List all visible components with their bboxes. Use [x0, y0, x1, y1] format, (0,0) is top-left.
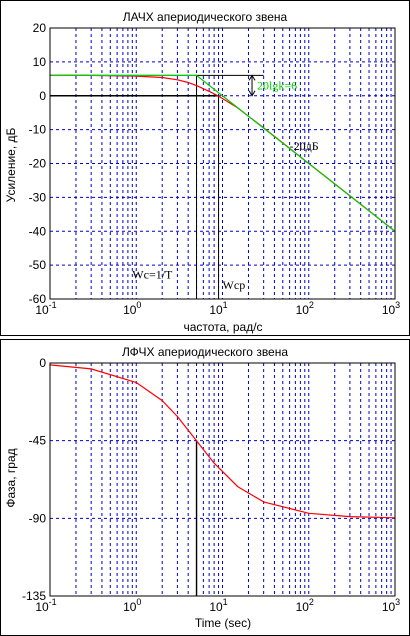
magnitude-ytick-label: -60: [29, 292, 47, 306]
phase-grid: [50, 363, 395, 596]
magnitude-plot-panel: 20 10 0 -10 -20 -30 -40 -50 -60 10-1 100 101 102 103 …: [0, 0, 410, 336]
phase-ytick-label: -135: [22, 589, 46, 603]
magnitude-grid: [50, 28, 395, 299]
phase-xtick-label: 101: [209, 597, 227, 614]
slope-annotation: -20дБ: [290, 139, 319, 153]
phase-xtick-label: 10-1: [35, 597, 56, 614]
magnitude-ytick-label: -10: [29, 123, 47, 137]
phase-ytick-label: 0: [39, 356, 46, 370]
phase-marks: [49, 364, 396, 596]
magnitude-ytick-label: -40: [29, 224, 47, 238]
magnitude-xtick-label: 101: [209, 300, 227, 317]
magnitude-xtick-label: 103: [382, 300, 400, 317]
corner-frequency-annotation: Wc=1/T: [132, 268, 173, 282]
magnitude-xtick-label: 10-1: [35, 300, 56, 317]
magnitude-xtick-exponent: 1: [223, 300, 228, 310]
phase-ytick-label: -90: [29, 511, 47, 525]
gain-annotation: 20lgk=6: [257, 79, 297, 93]
magnitude-xtick-label: 100: [123, 300, 141, 317]
magnitude-curve: [50, 74, 396, 232]
phase-xtick-label: 103: [382, 597, 400, 614]
magnitude-title: ЛАЧХ апериодического звена: [123, 10, 288, 24]
magnitude-marks: [50, 74, 396, 299]
asymptote-line: [50, 74, 396, 232]
magnitude-ytick-label: -50: [29, 258, 47, 272]
magnitude-ylabel: Усиление, дБ: [4, 128, 18, 203]
magnitude-xtick-exponent: 0: [136, 300, 141, 310]
phase-xtick-exponent: 1: [223, 597, 228, 607]
phase-xtick-label: 100: [123, 597, 141, 614]
magnitude-xtick-exponent: -1: [49, 300, 57, 310]
magnitude-axes-frame: [49, 27, 396, 300]
magnitude-ytick-label: -20: [29, 157, 47, 171]
gain-arrow-down: [248, 90, 256, 97]
magnitude-ytick-label: 0: [39, 89, 46, 103]
phase-axes-frame: [49, 362, 396, 597]
phase-plot-panel: 0 -45 -90 -135 10-1 100 101 102 103 ЛФЧХ апериод…: [0, 339, 410, 636]
magnitude-xlabel: частота, рад/с: [183, 320, 262, 334]
magnitude-ytick-label: 20: [33, 21, 47, 35]
magnitude-xtick-label: 102: [296, 300, 314, 317]
gain-arrow-up: [248, 74, 256, 81]
magnitude-xtick-exponent: 3: [395, 300, 400, 310]
phase-xtick-exponent: 3: [395, 597, 400, 607]
phase-xlabel: Time (sec): [195, 616, 251, 630]
phase-xtick-label: 102: [296, 597, 314, 614]
crossover-frequency-annotation: Wcp: [223, 278, 246, 292]
magnitude-ytick-label: -30: [29, 190, 47, 204]
magnitude-xtick-exponent: 2: [309, 300, 314, 310]
phase-curve: [49, 364, 396, 519]
phase-ytick-label: -45: [29, 434, 47, 448]
phase-title: ЛФЧХ апериодического звена: [122, 345, 288, 359]
phase-xtick-exponent: -1: [49, 597, 57, 607]
phase-ylabel: Фаза, град: [4, 448, 18, 507]
phase-xtick-exponent: 2: [309, 597, 314, 607]
phase-xtick-exponent: 0: [136, 597, 141, 607]
magnitude-ytick-label: 10: [33, 55, 47, 69]
